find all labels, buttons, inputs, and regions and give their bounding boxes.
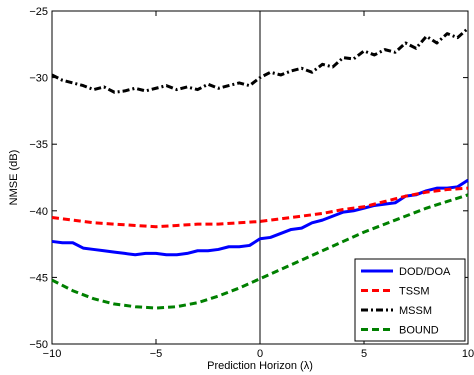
y-tick-label: −45 — [29, 272, 48, 284]
axis-ticks — [51, 10, 469, 345]
y-tick-label: −25 — [29, 6, 48, 18]
x-tick-label: 10 — [462, 348, 474, 360]
legend-box — [354, 258, 466, 342]
series-line-tssm — [51, 186, 469, 229]
y-tick-label: −35 — [29, 139, 48, 151]
plot-area — [51, 10, 470, 345]
legend-label: TSSM — [399, 286, 430, 298]
x-tick-label: −5 — [150, 348, 163, 360]
series-line-mssm — [51, 27, 470, 94]
legend-label: BOUND — [399, 325, 439, 337]
y-tick-label: −40 — [29, 206, 48, 218]
legend: DOD/DOA TSSM MSSM BOUND — [354, 258, 466, 342]
x-tick-label: −10 — [43, 348, 62, 360]
tick-labels: −10 −5 0 5 10−25−30−35−40−45−50 — [29, 6, 474, 360]
series-layer — [51, 27, 470, 310]
x-axis-label: Prediction Horizon (λ) — [207, 360, 313, 372]
legend-label: DOD/DOA — [399, 266, 451, 278]
series-line-bound — [51, 193, 469, 310]
legend-label: MSSM — [399, 305, 432, 317]
series-line-dod-doa — [51, 178, 469, 257]
x-tick-label: 5 — [361, 348, 367, 360]
y-tick-label: −50 — [29, 339, 48, 351]
y-axis-label: NMSE (dB) — [8, 150, 20, 206]
y-tick-label: −30 — [29, 73, 48, 85]
x-tick-label: 0 — [257, 348, 263, 360]
